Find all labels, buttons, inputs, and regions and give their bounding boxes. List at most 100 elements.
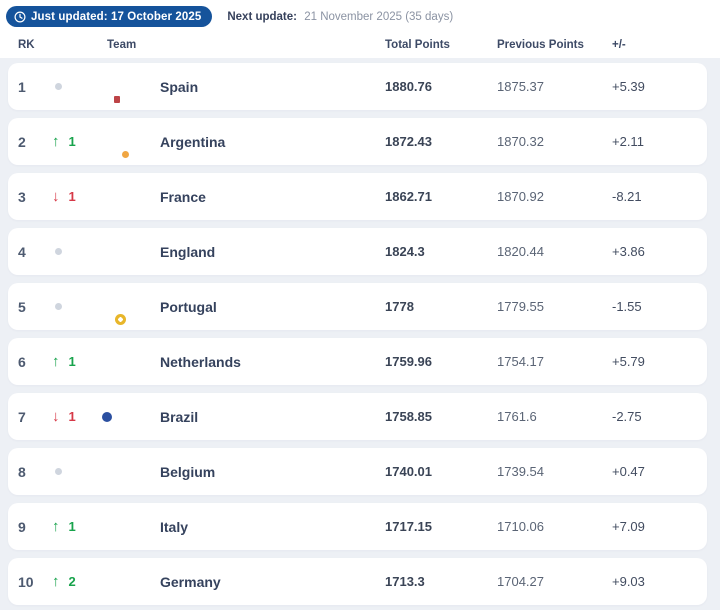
total-points: 1872.43 xyxy=(385,134,432,149)
table-row[interactable]: 10 ↑ 2 Germany 1713.3 1704.27 +9.03 xyxy=(8,558,707,605)
movement-arrow-icon: ↑ xyxy=(52,133,60,150)
team-name: Germany xyxy=(160,573,221,590)
team-name: Netherlands xyxy=(160,353,241,370)
movement-indicator xyxy=(50,83,107,90)
total-points: 1824.3 xyxy=(385,244,425,259)
previous-points: 1754.17 xyxy=(497,354,544,369)
movement-arrow-icon: ↑ xyxy=(52,353,60,370)
movement-indicator: ↑ 1 xyxy=(50,353,107,370)
movement-count: 1 xyxy=(68,134,76,149)
movement-indicator: ↑ 1 xyxy=(50,133,107,150)
table-row[interactable]: 7 ↓ 1 Brazil 1758.85 1761.6 -2.75 xyxy=(8,393,707,440)
previous-points: 1704.27 xyxy=(497,574,544,589)
movement-count: 1 xyxy=(68,409,76,424)
points-change: -8.21 xyxy=(612,189,642,204)
movement-indicator xyxy=(50,248,107,255)
movement-indicator: ↑ 2 xyxy=(50,573,107,590)
column-header-change: +/- xyxy=(612,39,626,51)
next-update-value: 21 November 2025 (35 days) xyxy=(304,10,454,23)
previous-points: 1870.32 xyxy=(497,134,544,149)
clock-icon xyxy=(14,10,26,23)
rank-number: 9 xyxy=(18,518,26,535)
previous-points: 1779.55 xyxy=(497,299,544,314)
movement-arrow-icon: ↑ xyxy=(52,518,60,535)
rank-number: 7 xyxy=(18,408,26,425)
column-header-team: Team xyxy=(107,39,137,51)
movement-indicator: ↑ 1 xyxy=(50,518,107,535)
team-name: Italy xyxy=(160,518,189,535)
column-header-previous: Previous Points xyxy=(497,39,584,51)
ranking-list: 1 Spain 1880.76 1875.37 +5.39 2 ↑ 1 Arge… xyxy=(0,58,720,610)
movement-count: 1 xyxy=(68,189,76,204)
previous-points: 1710.06 xyxy=(497,519,544,534)
movement-count: 2 xyxy=(68,574,76,589)
team-name: Spain xyxy=(160,78,199,95)
points-change: +5.79 xyxy=(612,354,645,369)
team-name: Brazil xyxy=(160,408,199,425)
no-change-dot-icon xyxy=(55,83,62,90)
column-header-row: RK Team Total Points Previous Points +/- xyxy=(0,30,720,58)
previous-points: 1875.37 xyxy=(497,79,544,94)
table-row[interactable]: 8 Belgium 1740.01 1739.54 +0.47 xyxy=(8,448,707,495)
points-change: -1.55 xyxy=(612,299,642,314)
table-row[interactable]: 5 Portugal 1778 1779.55 -1.55 xyxy=(8,283,707,330)
team-name: Belgium xyxy=(160,463,216,480)
rank-number: 4 xyxy=(18,243,26,260)
previous-points: 1739.54 xyxy=(497,464,544,479)
no-change-dot-icon xyxy=(55,303,62,310)
total-points: 1740.01 xyxy=(385,464,432,479)
previous-points: 1761.6 xyxy=(497,409,537,424)
team-name: Argentina xyxy=(160,133,226,150)
rank-number: 6 xyxy=(18,353,26,370)
rank-number: 3 xyxy=(18,188,26,205)
total-points: 1778 xyxy=(385,299,414,314)
points-change: +5.39 xyxy=(612,79,645,94)
points-change: +3.86 xyxy=(612,244,645,259)
points-change: +0.47 xyxy=(612,464,645,479)
table-row[interactable]: 9 ↑ 1 Italy 1717.15 1710.06 +7.09 xyxy=(8,503,707,550)
table-row[interactable]: 6 ↑ 1 Netherlands 1759.96 1754.17 +5.79 xyxy=(8,338,707,385)
movement-arrow-icon: ↑ xyxy=(52,573,60,590)
no-change-dot-icon xyxy=(55,248,62,255)
previous-points: 1820.44 xyxy=(497,244,544,259)
movement-indicator: ↓ 1 xyxy=(50,188,107,205)
top-bar: Just updated: 17 October 2025 Next updat… xyxy=(0,0,720,30)
total-points: 1717.15 xyxy=(385,519,432,534)
points-change: -2.75 xyxy=(612,409,642,424)
movement-count: 1 xyxy=(68,519,76,534)
table-row[interactable]: 4 England 1824.3 1820.44 +3.86 xyxy=(8,228,707,275)
movement-indicator xyxy=(50,303,107,310)
table-row[interactable]: 1 Spain 1880.76 1875.37 +5.39 xyxy=(8,63,707,110)
column-header-rank: RK xyxy=(18,39,35,51)
team-name: France xyxy=(160,188,206,205)
rank-number: 10 xyxy=(18,573,34,590)
rank-number: 5 xyxy=(18,298,26,315)
team-name: England xyxy=(160,243,216,260)
movement-indicator: ↓ 1 xyxy=(50,408,107,425)
total-points: 1758.85 xyxy=(385,409,432,424)
last-updated-badge: Just updated: 17 October 2025 xyxy=(6,6,213,27)
points-change: +9.03 xyxy=(612,574,645,589)
total-points: 1759.96 xyxy=(385,354,432,369)
points-change: +7.09 xyxy=(612,519,645,534)
next-update: Next update: 21 November 2025 (35 days) xyxy=(227,11,453,23)
movement-indicator xyxy=(50,468,107,475)
table-row[interactable]: 2 ↑ 1 Argentina 1872.43 1870.32 +2.11 xyxy=(8,118,707,165)
total-points: 1880.76 xyxy=(385,79,432,94)
last-updated-text: Just updated: 17 October 2025 xyxy=(31,10,202,23)
column-header-total: Total Points xyxy=(385,39,450,51)
team-name: Portugal xyxy=(160,298,217,315)
previous-points: 1870.92 xyxy=(497,189,544,204)
rank-number: 1 xyxy=(18,78,26,95)
movement-arrow-icon: ↓ xyxy=(52,408,60,425)
next-update-label: Next update: xyxy=(227,10,297,23)
total-points: 1713.3 xyxy=(385,574,425,589)
rank-number: 8 xyxy=(18,463,26,480)
rank-number: 2 xyxy=(18,133,26,150)
total-points: 1862.71 xyxy=(385,189,432,204)
table-row[interactable]: 3 ↓ 1 France 1862.71 1870.92 -8.21 xyxy=(8,173,707,220)
points-change: +2.11 xyxy=(612,134,644,149)
movement-count: 1 xyxy=(68,354,76,369)
no-change-dot-icon xyxy=(55,468,62,475)
movement-arrow-icon: ↓ xyxy=(52,188,60,205)
